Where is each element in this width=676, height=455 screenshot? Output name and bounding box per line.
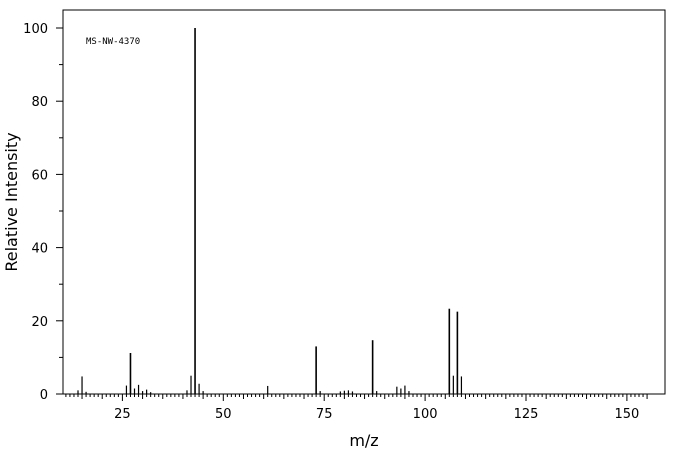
y-tick-label: 80 bbox=[31, 95, 48, 110]
x-minor-ticks bbox=[65, 394, 648, 401]
spectrum-id-label: MS-NW-4370 bbox=[86, 37, 140, 47]
y-tick-label: 20 bbox=[31, 315, 48, 330]
y-tick-label: 0 bbox=[40, 388, 48, 403]
x-tick-label: 125 bbox=[514, 407, 539, 422]
y-axis-label: Relative Intensity bbox=[2, 132, 21, 271]
x-tick-label: 150 bbox=[614, 407, 639, 422]
x-tick-label: 25 bbox=[114, 407, 131, 422]
spectrum-peaks bbox=[77, 28, 463, 394]
y-axis-ticks: 0 20 40 60 80 100 bbox=[23, 22, 63, 403]
y-tick-label: 100 bbox=[23, 22, 48, 37]
x-axis-ticks: 25 50 75 100 125 150 bbox=[114, 407, 639, 422]
x-axis-label: m/z bbox=[349, 431, 378, 450]
x-tick-label: 75 bbox=[316, 407, 333, 422]
y-tick-label: 40 bbox=[31, 242, 48, 257]
y-tick-label: 60 bbox=[31, 168, 48, 183]
x-tick-label: 50 bbox=[215, 407, 232, 422]
x-tick-label: 100 bbox=[413, 407, 438, 422]
plot-frame bbox=[62, 9, 666, 395]
